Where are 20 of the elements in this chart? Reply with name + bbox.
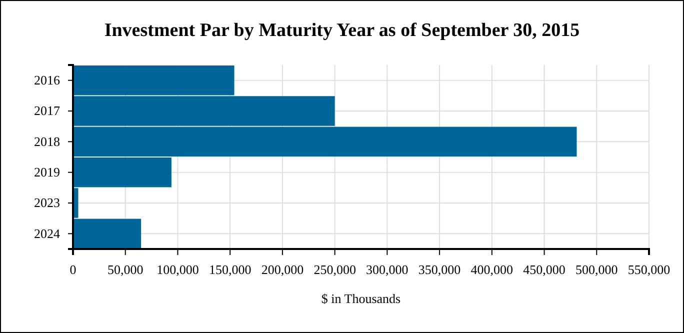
y-tick-label: 2018 [34,134,60,149]
x-axis-title: $ in Thousands [321,291,401,306]
y-tick-label: 2023 [34,195,60,210]
x-tick-label: 450,000 [523,262,566,278]
y-tick-label: 2017 [34,103,60,118]
y-tick-label: 2024 [34,226,60,241]
x-tick-label: 500,000 [576,262,618,278]
x-tick-label: 50,000 [107,262,144,278]
x-tick-label: 350,000 [418,262,461,278]
x-tick-label: 0 [70,262,76,278]
y-tick-label: 2016 [34,72,60,88]
y-tick-label: 2019 [34,164,60,180]
chart-title: Investment Par by Maturity Year as of September 30, 2015 [104,20,580,41]
x-tick-label: 300,000 [366,262,408,278]
x-tick-label: 150,000 [208,262,252,278]
x-tick-label: 200,000 [261,262,304,278]
x-tick-label: 400,000 [470,262,514,278]
x-tick-label: 250,000 [314,262,356,278]
x-tick-label: 100,000 [156,262,199,278]
x-tick-label: 550,000 [628,262,670,278]
